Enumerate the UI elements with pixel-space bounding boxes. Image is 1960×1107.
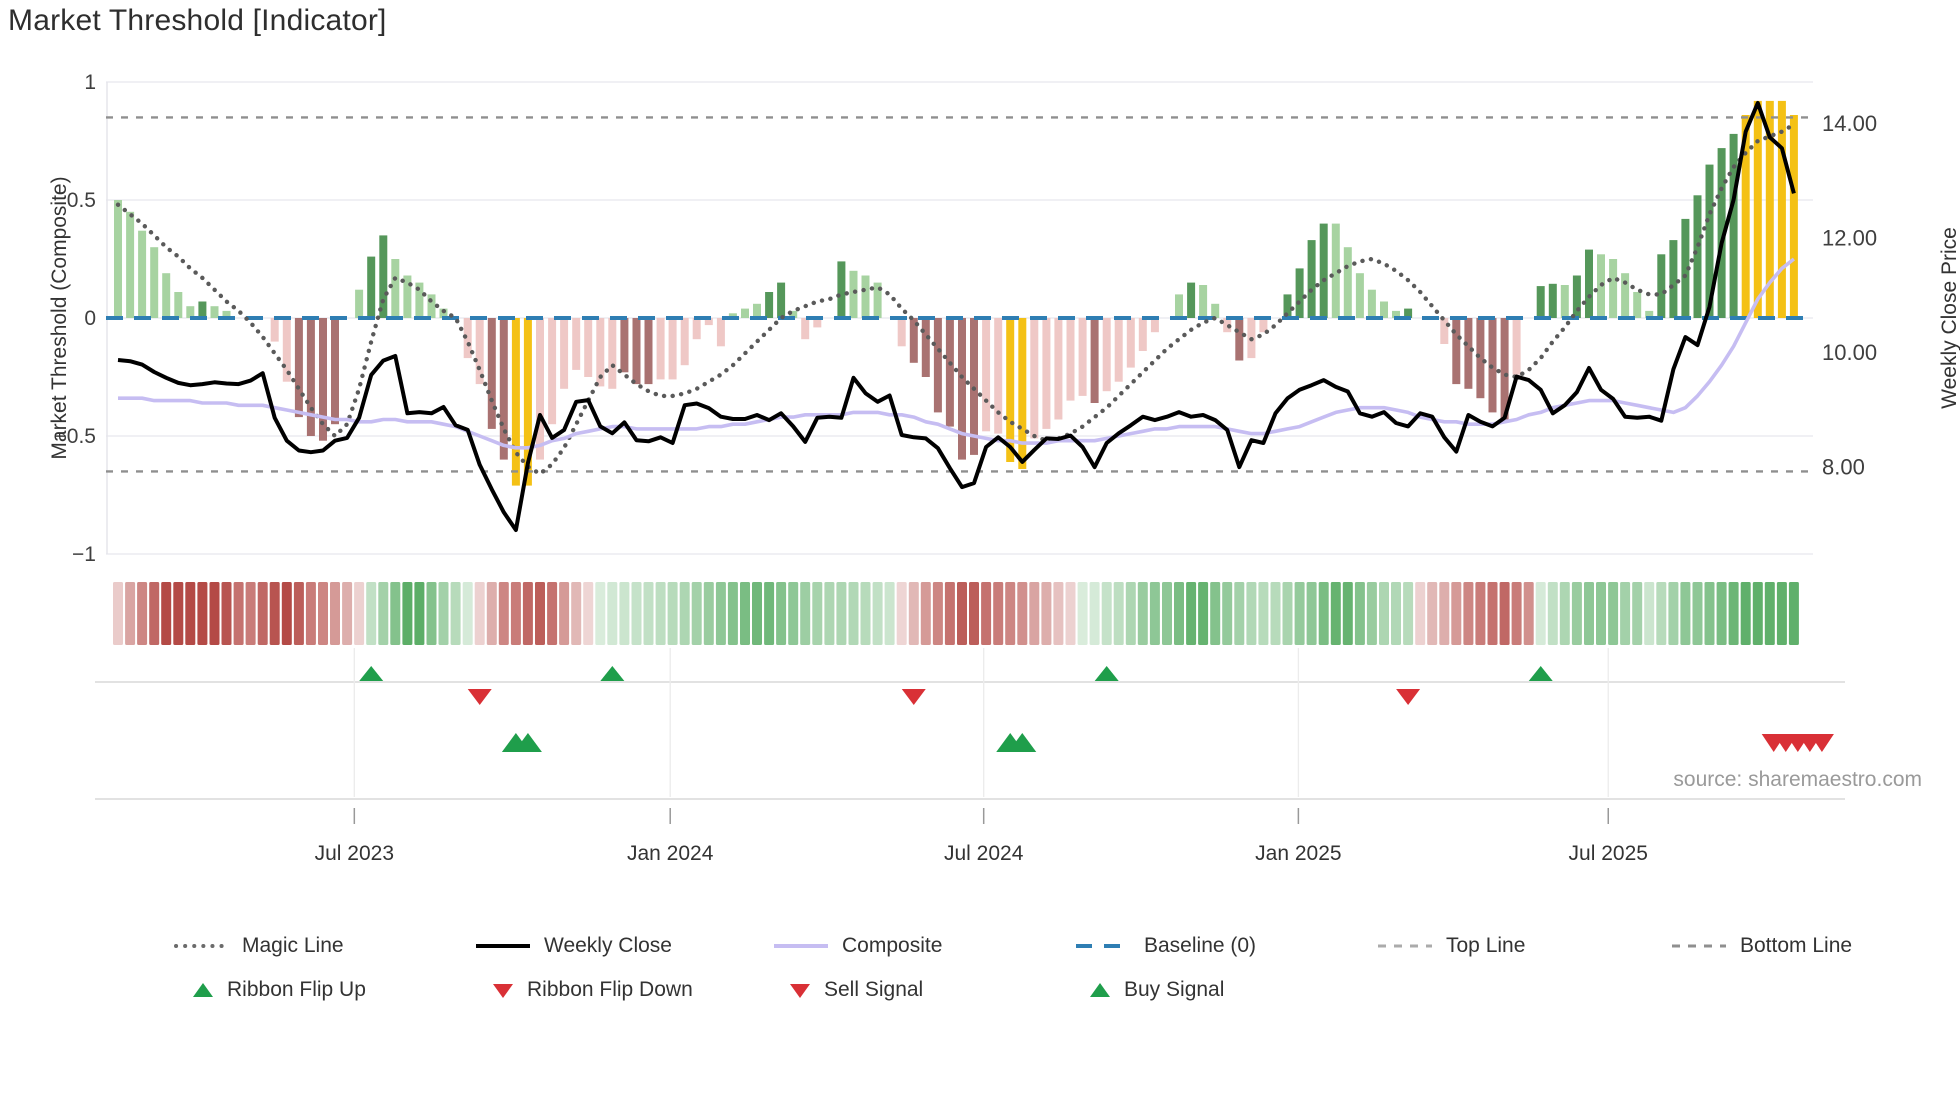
legend-item-buy-signal[interactable]: Buy Signal	[1088, 978, 1224, 1002]
legend-item-top-line[interactable]: Top Line	[1376, 934, 1525, 958]
solid-line-icon	[476, 944, 530, 948]
ribbon-flip-up-marker	[1094, 666, 1119, 681]
legend-item-sell-signal[interactable]: Sell Signal	[788, 978, 923, 1002]
right-axis-tick-label: 10.00	[1822, 340, 1877, 365]
legend-item-magic-line[interactable]: Magic Line	[172, 934, 344, 958]
legend-label: Bottom Line	[1740, 934, 1853, 957]
buy-signal-marker	[513, 733, 542, 752]
legend-label: Sell Signal	[824, 978, 924, 1001]
ribbon-flip-down-marker	[901, 689, 926, 705]
sell-signal-marker	[1809, 734, 1834, 752]
down-triangle-icon	[790, 984, 810, 998]
left-axis-tick-label: 0.5	[67, 189, 96, 212]
left-axis-title: Market Threshold (Composite)	[48, 176, 71, 460]
up-triangle-icon	[193, 983, 213, 997]
legend-label: Baseline (0)	[1144, 934, 1257, 957]
ribbon-flip-up-marker	[1528, 666, 1553, 681]
dotted-line-icon	[174, 944, 228, 948]
x-axis-tick-label: Jan 2024	[627, 842, 714, 865]
legend-item-composite[interactable]: Composite	[772, 934, 942, 958]
down-triangle-icon	[493, 984, 513, 998]
legend-label: Top Line	[1446, 934, 1526, 957]
left-axis-tick-label: 0	[84, 307, 96, 330]
x-axis-tick-label: Jul 2025	[1569, 842, 1648, 865]
source-note: source: sharemaestro.com	[1673, 768, 1922, 791]
legend-item-ribbon-flip-up[interactable]: Ribbon Flip Up	[191, 978, 366, 1002]
up-triangle-icon	[1090, 983, 1110, 997]
right-axis-tick-label: 14.00	[1822, 111, 1877, 136]
legend-item-bottom-line[interactable]: Bottom Line	[1670, 934, 1852, 958]
x-axis-tick-label: Jul 2023	[315, 842, 394, 865]
dashed-line-icon	[1378, 944, 1432, 948]
ribbon-heatmap	[113, 582, 1799, 645]
legend-label: Weekly Close	[544, 934, 672, 957]
dashed-line-icon	[1076, 944, 1130, 948]
ribbon-flip-down-marker	[467, 689, 492, 705]
legend-label: Ribbon Flip Up	[227, 978, 366, 1001]
legend-label: Ribbon Flip Down	[527, 978, 693, 1001]
ribbon-flip-up-marker	[359, 666, 384, 681]
right-axis-tick-label: 12.00	[1822, 226, 1877, 251]
signal-markers	[359, 666, 1834, 752]
legend-item-weekly-close[interactable]: Weekly Close	[474, 934, 672, 958]
left-axis-tick-label: −1	[72, 543, 96, 566]
x-axis-tick-label: Jul 2024	[944, 842, 1024, 865]
legend-label: Magic Line	[242, 934, 344, 957]
legend-item-ribbon-flip-down[interactable]: Ribbon Flip Down	[491, 978, 693, 1002]
right-axis-tick-label: 8.00	[1822, 455, 1865, 480]
x-axis-tick-label: Jan 2025	[1255, 842, 1341, 865]
legend-item-baseline[interactable]: Baseline (0)	[1074, 934, 1256, 958]
composite-line	[118, 257, 1796, 450]
weekly-close-line	[117, 101, 1796, 532]
legend-label: Composite	[842, 934, 943, 957]
page-title: Market Threshold [Indicator]	[8, 4, 387, 37]
left-axis-tick-label: −0.5	[55, 425, 96, 448]
axis-tick-labels: 1 0.5 0 −0.5 −1 14.00 12.00 10.00 8.00 Jul 2023 Ja…	[55, 71, 1878, 865]
ribbon-flip-up-marker	[600, 666, 625, 681]
threshold-bars	[114, 100, 1798, 486]
ribbon-flip-down-marker	[1396, 689, 1421, 705]
legend-label: Buy Signal	[1124, 978, 1225, 1001]
dashed-line-icon	[1672, 944, 1726, 948]
right-axis-title: Weekly Close Price	[1938, 227, 1960, 409]
left-axis-tick-label: 1	[84, 71, 96, 94]
solid-line-icon	[774, 944, 828, 948]
buy-signal-marker	[1008, 733, 1037, 752]
